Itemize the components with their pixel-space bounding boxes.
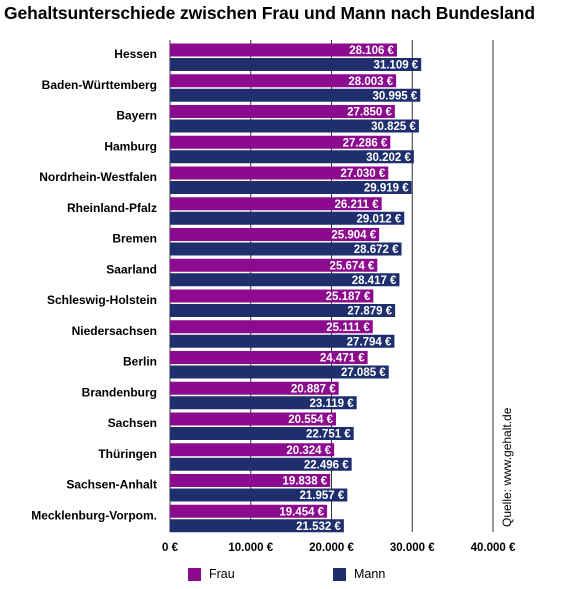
data-label-frau: 25.187 €: [326, 291, 371, 303]
bar-mann: [170, 119, 419, 133]
bar-mann: [170, 519, 344, 533]
data-label-frau: 27.850 €: [347, 107, 392, 119]
category-labels: Hessen Baden-Württemberg Bayern Hamburg Nord…: [31, 47, 157, 522]
bars: 28.106 € 31.109 € 28.003 € 30.995 € 27.850 €…: [170, 43, 422, 533]
data-label-mann: 31.109 €: [373, 60, 418, 72]
data-label-frau: 20.887 €: [291, 383, 336, 395]
data-label-frau: 26.211 €: [335, 199, 380, 211]
bar-mann: [170, 365, 389, 379]
chart-title: Gehaltsunterschiede zwischen Frau und Ma…: [4, 3, 535, 23]
bar-mann: [170, 181, 412, 194]
category-label: Baden-Württemberg: [42, 78, 157, 92]
data-label-frau: 25.904 €: [331, 230, 376, 242]
category-label: Hamburg: [104, 139, 157, 153]
category-label: Rheinland-Pfalz: [67, 201, 157, 215]
bar-frau: [170, 43, 397, 57]
category-label: Bayern: [116, 109, 157, 123]
bar-mann: [170, 273, 400, 287]
bar-mann: [170, 488, 348, 502]
legend-swatch-frau: [188, 567, 201, 581]
source-label: Quelle: www.gehalt.de: [500, 407, 514, 527]
data-label-mann: 29.919 €: [364, 183, 409, 195]
bar-mann: [170, 396, 357, 410]
category-label: Bremen: [112, 232, 157, 246]
bar-frau: [170, 166, 389, 180]
data-label-frau: 25.674 €: [330, 260, 375, 272]
data-label-frau: 25.111 €: [326, 322, 370, 334]
x-tick-label: 10.000 €: [228, 542, 273, 554]
category-label: Niedersachsen: [72, 324, 157, 338]
bar-mann: [170, 88, 421, 102]
legend-label-frau: Frau: [209, 567, 235, 581]
data-label-mann: 30.202 €: [366, 152, 411, 164]
bar-mann: [170, 211, 405, 225]
data-label-mann: 21.532 €: [296, 521, 341, 533]
data-label-frau: 28.003 €: [348, 76, 393, 88]
x-tick-label: 30.000 €: [390, 542, 435, 554]
bar-frau: [170, 443, 335, 457]
category-label: Brandenburg: [82, 385, 157, 399]
bar-frau: [170, 320, 373, 334]
bar-mann: [170, 242, 402, 256]
data-label-mann: 22.496 €: [304, 459, 349, 471]
category-label: Sachsen-Anhalt: [66, 478, 157, 492]
bar-mann: [170, 58, 422, 71]
bar-frau: [170, 135, 391, 149]
x-tick-label: 0 €: [162, 542, 179, 554]
bar-frau: [170, 289, 374, 303]
data-label-mann: 29.012 €: [357, 213, 402, 225]
bar-frau: [170, 504, 328, 518]
bar-frau: [170, 228, 380, 241]
legend-item-frau: Frau: [188, 567, 235, 581]
category-label: Berlin: [123, 355, 157, 369]
category-label: Thüringen: [98, 447, 157, 461]
data-label-mann: 21.957 €: [300, 490, 345, 502]
bar-frau: [170, 74, 397, 88]
category-label: Sachsen: [108, 416, 157, 430]
bar-mann: [170, 304, 396, 317]
category-label: Hessen: [114, 47, 157, 61]
legend-item-mann: Mann: [333, 567, 385, 581]
data-label-frau: 20.554 €: [288, 414, 333, 426]
legend-label-mann: Mann: [354, 567, 386, 581]
data-label-frau: 24.471 €: [320, 353, 365, 365]
bar-frau: [170, 258, 378, 272]
data-label-mann: 27.879 €: [347, 306, 392, 318]
legend-swatch-mann: [333, 567, 346, 581]
data-label-frau: 19.454 €: [279, 506, 324, 518]
bar-frau: [170, 381, 339, 395]
bar-frau: [170, 197, 382, 211]
data-label-mann: 22.751 €: [306, 429, 351, 441]
category-label: Schleswig-Holstein: [47, 293, 157, 307]
bar-mann: [170, 334, 395, 348]
x-tick-label: 40.000 €: [471, 542, 516, 554]
category-label: Saarland: [106, 262, 157, 276]
data-label-frau: 20.324 €: [286, 445, 331, 457]
data-label-mann: 30.825 €: [371, 121, 416, 133]
data-label-mann: 23.119 €: [310, 398, 355, 410]
data-label-frau: 27.030 €: [341, 168, 386, 180]
bar-frau: [170, 412, 336, 426]
bar-mann: [170, 427, 354, 440]
bar-frau: [170, 474, 331, 487]
data-label-frau: 28.106 €: [349, 45, 394, 57]
data-label-mann: 28.672 €: [354, 244, 399, 256]
data-label-mann: 27.085 €: [341, 367, 386, 379]
data-label-mann: 28.417 €: [352, 275, 397, 287]
bar-frau: [170, 351, 368, 364]
data-label-mann: 27.794 €: [347, 336, 392, 348]
bar-mann: [170, 150, 414, 164]
data-label-frau: 19.838 €: [282, 476, 327, 488]
bar-mann: [170, 457, 352, 471]
data-label-mann: 30.995 €: [373, 90, 418, 102]
data-label-frau: 27.286 €: [343, 137, 388, 149]
bar-frau: [170, 105, 395, 118]
x-tick-label: 20.000 €: [309, 542, 354, 554]
x-axis-tick-labels: 0 € 10.000 € 20.000 € 30.000 € 40.000 €: [162, 542, 516, 554]
category-label: Mecklenburg-Vorpom.: [31, 508, 157, 522]
category-label: Nordrhein-Westfalen: [39, 170, 157, 184]
